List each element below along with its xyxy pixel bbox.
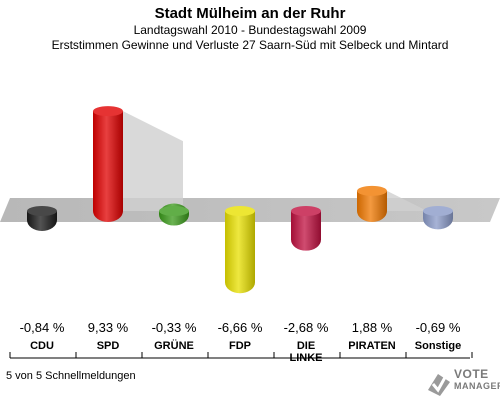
data-label: 1,88 % — [352, 320, 393, 335]
bar — [291, 206, 321, 251]
bar — [159, 203, 189, 226]
category-label: PIRATEN — [348, 340, 396, 352]
data-label: -2,68 % — [284, 320, 329, 335]
category-label: Sonstige — [415, 340, 461, 352]
logo-text-manager: MANAGER — [454, 381, 500, 391]
bar — [357, 185, 387, 222]
chart-subtitle-district: Erststimmen Gewinne und Verluste 27 Saar… — [51, 38, 449, 52]
vote-manager-logo: VOTE MANAGER — [424, 364, 500, 398]
category-label: CDU — [30, 340, 54, 352]
logo-text-vote: VOTE — [454, 367, 489, 381]
chart-subtitle-election: Landtagswahl 2010 - Bundestagswahl 2009 — [133, 23, 367, 37]
chart-title: Stadt Mülheim an der Ruhr — [154, 5, 346, 22]
category-label: GRÜNE — [154, 339, 194, 352]
bar — [93, 106, 123, 222]
category-label: SPD — [97, 340, 120, 352]
bar-shadow — [123, 111, 183, 211]
bar — [27, 206, 57, 231]
category-label: DIE — [297, 340, 315, 352]
data-label: -0,33 % — [152, 320, 197, 335]
data-label: 9,33 % — [88, 320, 129, 335]
bar — [423, 206, 453, 230]
footer-status: 5 von 5 Schnellmeldungen — [6, 370, 136, 382]
data-label: -0,84 % — [20, 320, 65, 335]
data-label: -0,69 % — [416, 320, 461, 335]
bar — [225, 206, 255, 294]
data-label: -6,66 % — [218, 320, 263, 335]
checkmark-ballot-icon — [428, 371, 450, 396]
category-label: FDP — [229, 340, 251, 352]
